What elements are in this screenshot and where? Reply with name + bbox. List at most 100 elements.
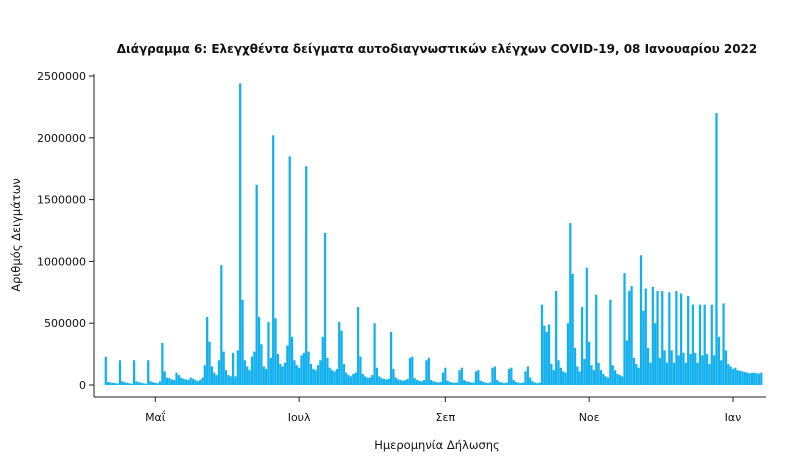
bar	[248, 370, 251, 385]
bar	[545, 331, 548, 385]
bar	[314, 370, 317, 385]
bar	[672, 362, 676, 385]
bar	[555, 291, 558, 385]
bar	[274, 318, 277, 385]
bar	[321, 336, 324, 385]
bar	[243, 360, 247, 385]
bar	[437, 382, 440, 385]
bar	[463, 380, 466, 385]
bar	[290, 336, 294, 385]
bar	[283, 362, 287, 385]
bar	[215, 375, 218, 385]
bar	[342, 363, 346, 385]
bar	[639, 255, 643, 385]
bar	[368, 377, 371, 385]
bar	[180, 377, 183, 385]
bar	[458, 370, 461, 385]
bar	[323, 232, 327, 385]
bar	[658, 357, 662, 385]
y-tick-label: 2000000	[37, 132, 86, 145]
bar	[606, 377, 610, 385]
bar	[474, 371, 478, 385]
bar	[404, 380, 407, 385]
x-tick-label: Σεπ	[436, 411, 456, 424]
bar	[340, 330, 343, 385]
bar	[635, 363, 638, 385]
bar	[142, 383, 145, 385]
bar	[456, 382, 459, 385]
bar	[246, 366, 249, 385]
x-tick-label: Μαΐ	[145, 410, 166, 424]
bar	[564, 372, 567, 385]
bar	[333, 371, 336, 385]
bar	[510, 367, 513, 385]
bar	[514, 381, 518, 385]
bar	[715, 113, 718, 385]
bars-group	[104, 83, 763, 386]
bar	[158, 381, 162, 385]
bar	[366, 377, 369, 385]
bar	[710, 304, 713, 385]
bar	[168, 378, 171, 385]
y-tick-label: 500000	[44, 317, 86, 330]
bar	[738, 370, 742, 385]
bar	[696, 362, 699, 385]
bar	[547, 324, 551, 385]
bar	[446, 380, 449, 385]
bar	[665, 362, 669, 385]
bar	[236, 350, 239, 385]
bar	[559, 367, 562, 385]
bar	[378, 376, 381, 385]
bar	[382, 378, 386, 385]
bar	[196, 381, 199, 385]
bar	[604, 376, 607, 385]
bar	[571, 273, 574, 385]
bar	[430, 380, 433, 385]
bar	[493, 366, 496, 385]
bar	[132, 360, 136, 385]
bar	[380, 378, 383, 385]
bar	[592, 370, 595, 385]
bar	[703, 304, 706, 385]
bar	[670, 350, 673, 385]
bar	[389, 331, 393, 385]
bar	[109, 382, 112, 385]
bar	[757, 373, 761, 385]
bar	[347, 375, 350, 385]
bar	[375, 367, 379, 385]
bar	[104, 356, 107, 385]
bar	[675, 291, 678, 385]
bar	[694, 352, 697, 385]
bar	[399, 380, 402, 385]
bar	[573, 347, 577, 385]
bar	[253, 351, 256, 385]
bar	[232, 352, 235, 385]
bar	[227, 375, 230, 385]
bar	[649, 362, 652, 385]
bar	[387, 378, 390, 385]
bar	[397, 379, 400, 385]
bar	[295, 365, 298, 385]
bar	[415, 380, 419, 385]
bar	[602, 373, 605, 385]
bar	[170, 379, 173, 385]
y-axis-title: Αριθμός Δειγμάτων	[9, 178, 23, 292]
bar	[496, 380, 499, 385]
bar	[720, 360, 723, 385]
bar	[373, 323, 376, 385]
bar	[724, 350, 728, 385]
bar	[144, 383, 147, 385]
bar	[241, 299, 244, 385]
bar	[479, 380, 482, 385]
bar	[621, 376, 624, 385]
bar	[585, 267, 588, 385]
bar	[472, 382, 475, 385]
bar	[632, 357, 636, 385]
bar	[189, 377, 192, 385]
bar	[213, 372, 216, 385]
bar	[349, 376, 353, 385]
bar	[444, 367, 447, 385]
bar	[698, 304, 702, 385]
bar	[498, 381, 501, 385]
bar	[137, 382, 140, 385]
